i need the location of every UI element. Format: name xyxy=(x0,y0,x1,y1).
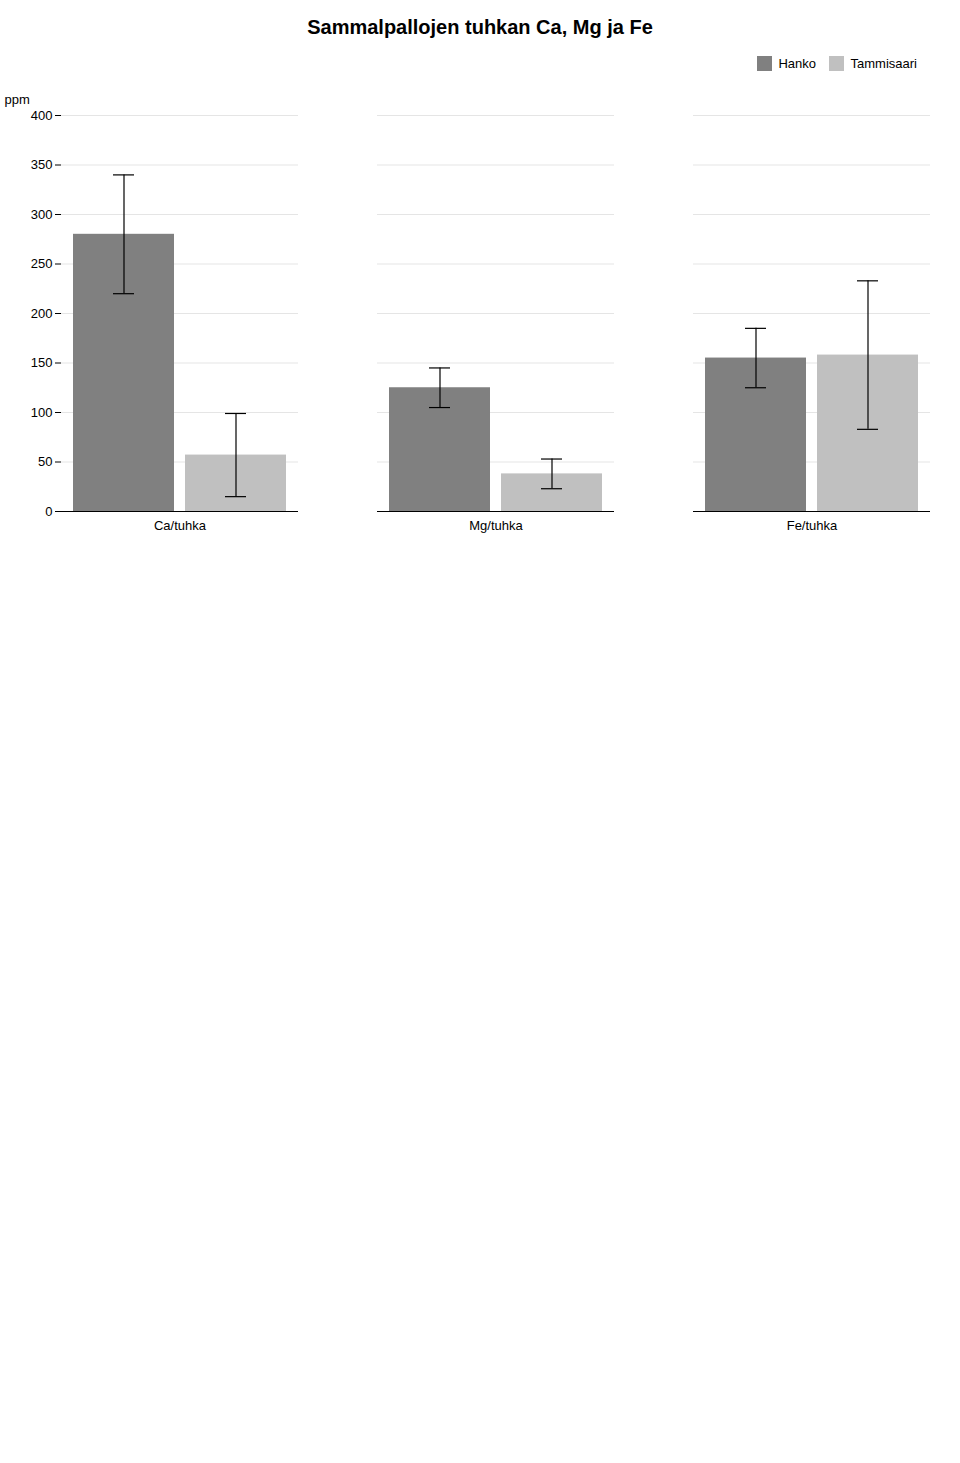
svg-text:250: 250 xyxy=(31,256,53,271)
svg-text:Ca/tuhka: Ca/tuhka xyxy=(154,517,207,532)
html-text:Tammisaari: Tammisaari xyxy=(850,56,917,71)
svg-text:ppm: ppm xyxy=(5,91,30,106)
svg-text:0: 0 xyxy=(45,503,52,518)
svg-text:Mg/tuhka: Mg/tuhka xyxy=(469,517,523,532)
svg-text:200: 200 xyxy=(31,305,53,320)
html-text:Sammalpallojen tuhkan Ca, Mg j: Sammalpallojen tuhkan Ca, Mg ja Fe xyxy=(307,16,653,38)
svg-text:400: 400 xyxy=(31,107,53,122)
svg-text:300: 300 xyxy=(31,206,53,221)
svg-text:100: 100 xyxy=(31,404,53,419)
svg-text:50: 50 xyxy=(38,454,52,469)
svg-text:Fe/tuhka: Fe/tuhka xyxy=(787,517,838,532)
svg-text:350: 350 xyxy=(31,157,53,172)
svg-text:150: 150 xyxy=(31,355,53,370)
html-text:Hanko: Hanko xyxy=(778,56,816,71)
